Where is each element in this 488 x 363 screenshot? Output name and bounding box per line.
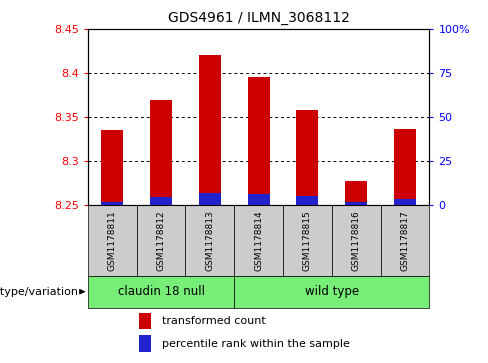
Bar [296,196,318,205]
Text: wild type: wild type [305,285,359,298]
Text: GSM1178811: GSM1178811 [108,210,117,271]
Text: transformed count: transformed count [162,316,265,326]
Text: GSM1178817: GSM1178817 [401,210,409,271]
Bar [199,193,221,205]
Bar [283,205,332,276]
Bar [394,129,416,205]
Title: GDS4961 / ILMN_3068112: GDS4961 / ILMN_3068112 [168,11,349,25]
Bar [102,202,123,205]
Text: percentile rank within the sample: percentile rank within the sample [162,339,349,349]
Bar [345,202,367,205]
Text: GSM1178813: GSM1178813 [205,210,214,271]
Text: claudin 18 null: claudin 18 null [118,285,204,298]
Bar [139,313,151,329]
Text: GSM1178814: GSM1178814 [254,210,263,271]
Text: GSM1178816: GSM1178816 [352,210,361,271]
Bar [88,276,234,308]
Bar [150,197,172,205]
Bar [247,194,269,205]
Text: genotype/variation: genotype/variation [0,287,78,297]
Text: GSM1178815: GSM1178815 [303,210,312,271]
Bar [137,205,185,276]
Bar [150,99,172,205]
Bar [296,110,318,205]
Bar [332,205,381,276]
Bar [88,205,137,276]
Bar [185,205,234,276]
Bar [394,199,416,205]
Bar [381,205,429,276]
Bar [247,77,269,205]
Text: GSM1178812: GSM1178812 [157,210,165,271]
Bar [234,276,429,308]
Bar [345,180,367,205]
Bar [199,56,221,205]
Bar [102,130,123,205]
Bar [139,335,151,352]
Bar [234,205,283,276]
